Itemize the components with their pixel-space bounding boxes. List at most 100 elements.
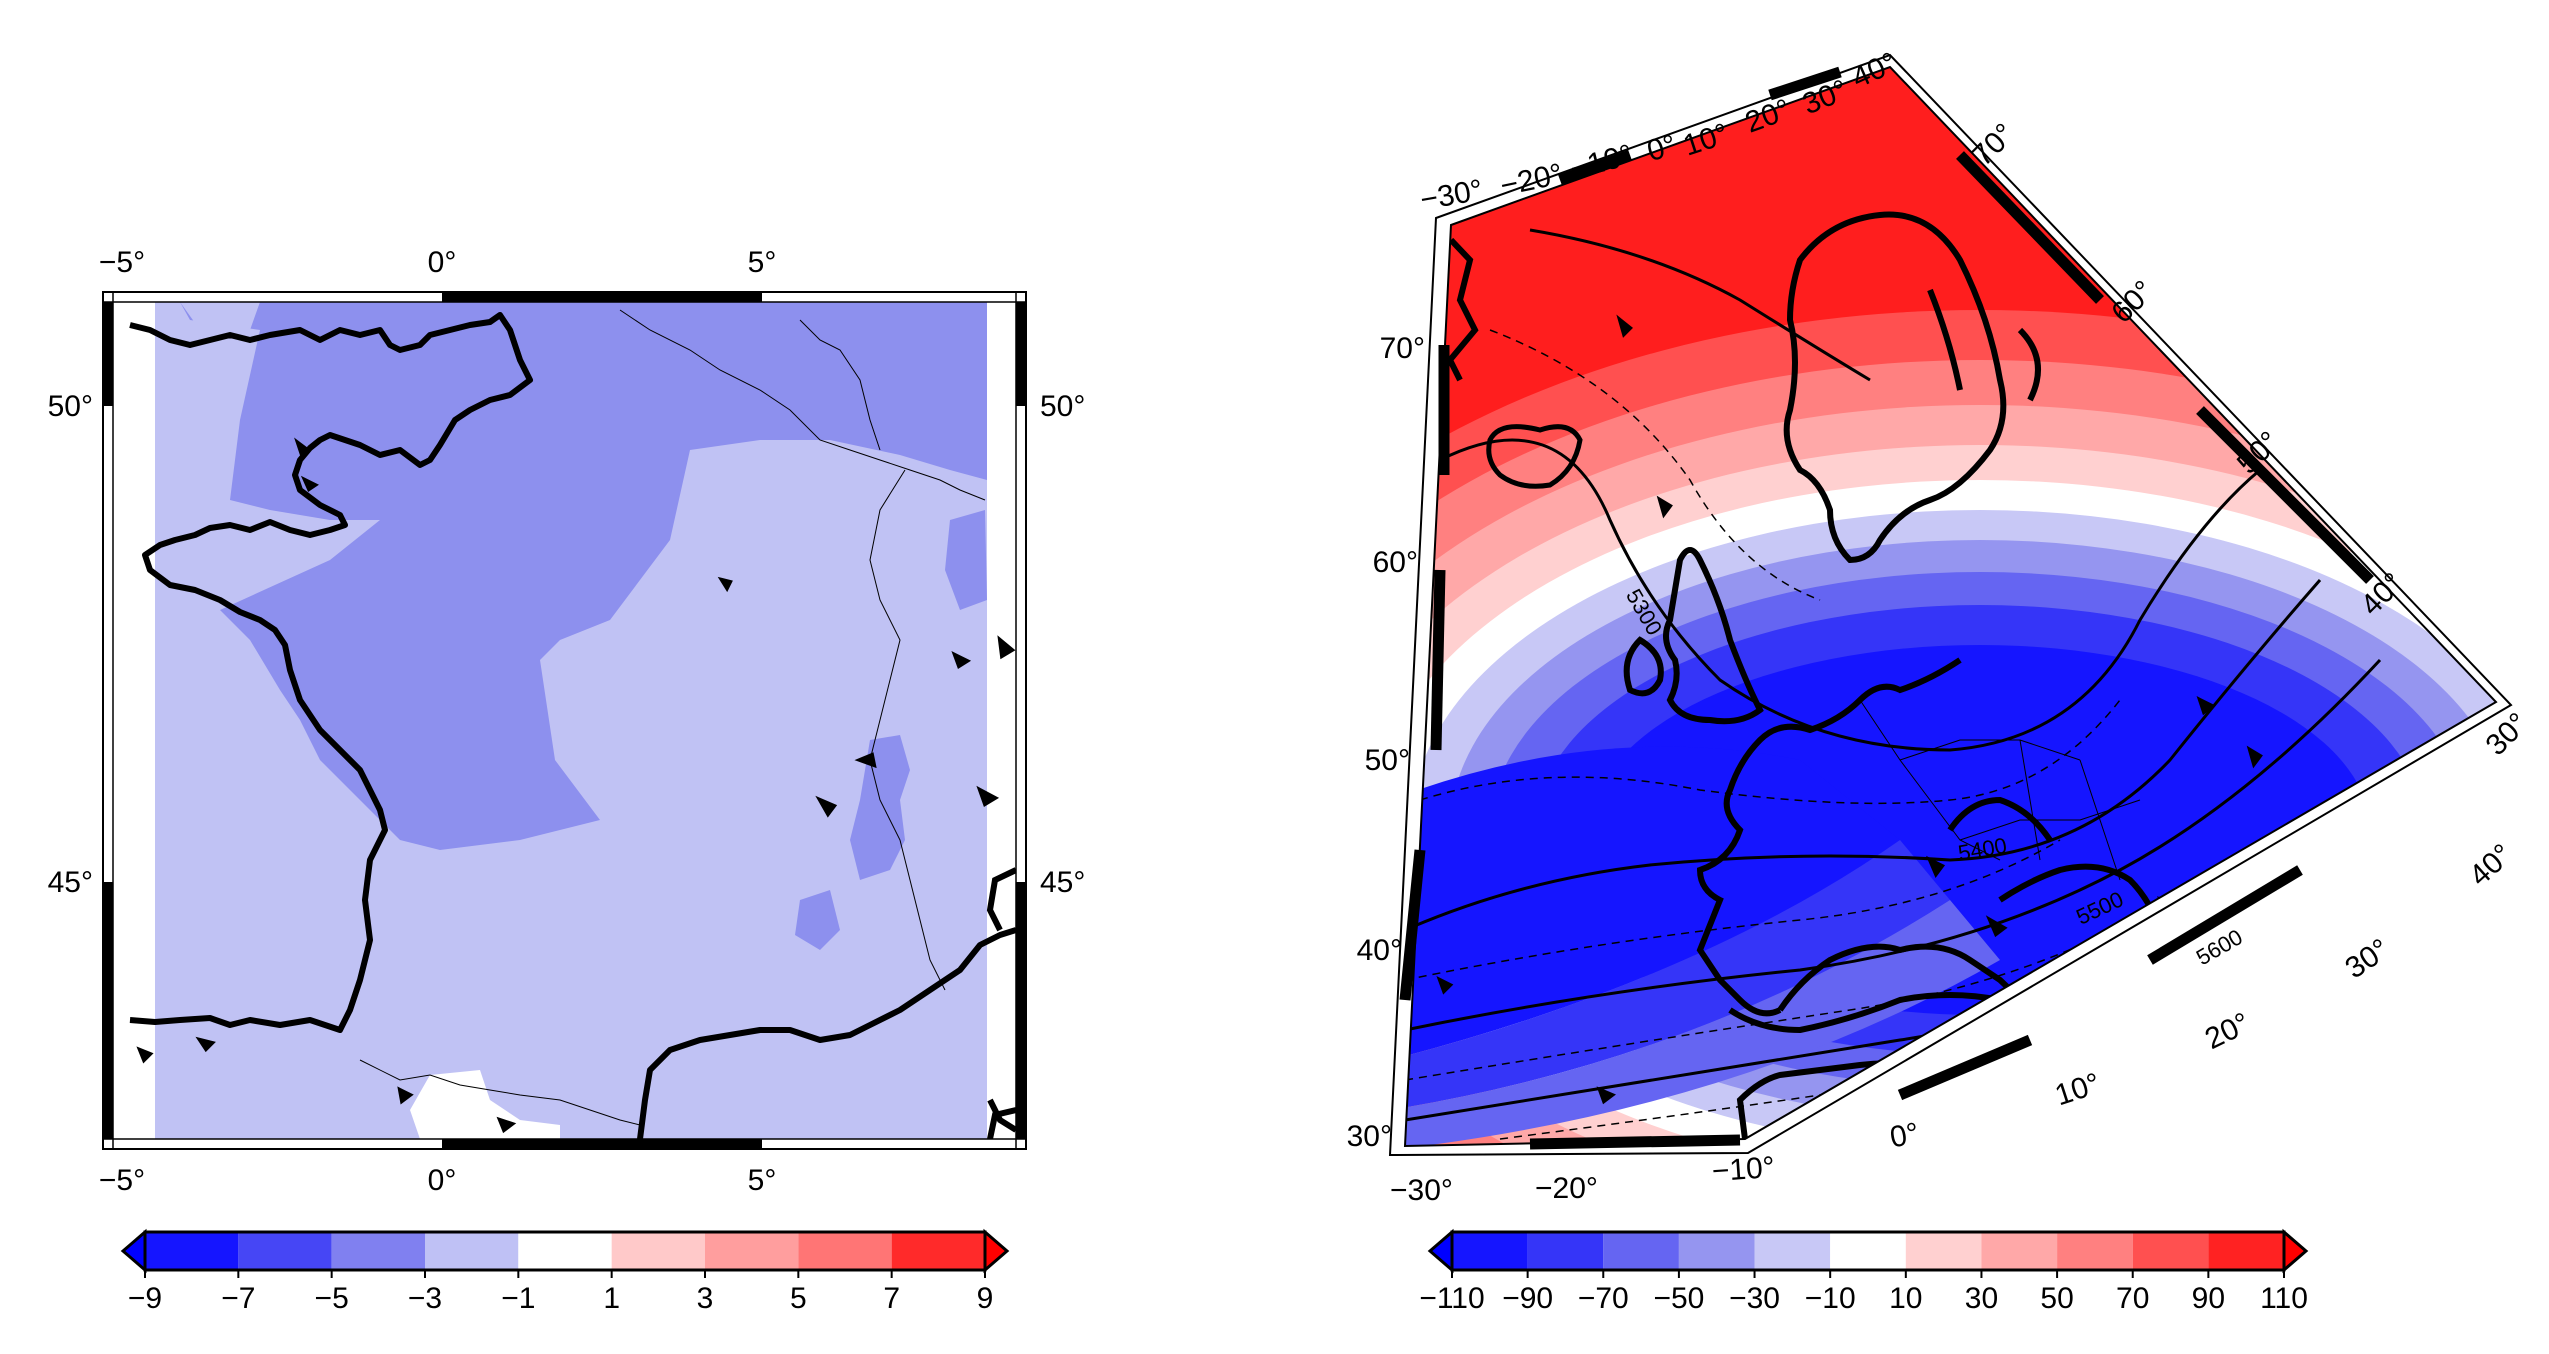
right-lat-label-left-0: 70° — [1380, 332, 1425, 365]
left-colorbar-label-3: −3 — [408, 1282, 442, 1315]
right-colorbar-swatch-3 — [1678, 1232, 1755, 1270]
right-lon-label-bottom-2: −10° — [1711, 1151, 1776, 1188]
left-lon-label-top-1: 0° — [428, 246, 457, 279]
minus-three-patch-north — [180, 302, 260, 330]
left-lat-label-right-0: 50° — [1040, 390, 1085, 423]
near-zero-patch-pyrenees — [410, 1070, 560, 1139]
right-colorbar-label-5: −10 — [1805, 1282, 1856, 1315]
right-colorbar: −110 −90 −70 −50 −30 −10 10 30 50 70 90 110 — [1419, 1228, 2309, 1315]
left-colorbar-label-1: −7 — [221, 1282, 255, 1315]
right-map-frame-ticks — [1399, 66, 2374, 1150]
right-colorbar-swatch-1 — [1527, 1232, 1604, 1270]
left-coast-extra — [986, 867, 1016, 1139]
minus-five-region — [180, 302, 987, 850]
right-colorbar-under-triangle — [1427, 1228, 1454, 1274]
left-colorbar-swatch-5 — [611, 1232, 705, 1270]
right-map-field — [1405, 67, 2496, 1146]
left-lat-label-left-0: 50° — [48, 390, 93, 423]
left-map-frame-ticks — [102, 291, 1027, 1150]
left-colorbar-swatch-4 — [518, 1232, 612, 1270]
contour-5500 — [1405, 658, 2382, 1032]
right-colorbar-label-11: 110 — [2260, 1282, 2308, 1315]
minus-five-patch-east — [850, 735, 910, 880]
left-coastline-med — [637, 927, 1016, 1139]
contour-5200-north — [1529, 228, 1871, 382]
left-colorbar-label-7: 5 — [790, 1282, 807, 1315]
left-colorbar-swatch-1 — [238, 1232, 332, 1270]
right-colorbar-label-2: −70 — [1578, 1282, 1629, 1315]
left-colorbar-label-4: −1 — [501, 1282, 535, 1315]
right-colorbar-swatch-8 — [2057, 1232, 2133, 1270]
right-coastline-continent — [1696, 657, 2163, 1017]
right-colorbar-swatch-7 — [1981, 1232, 2058, 1270]
right-colorbar-swatch-9 — [2132, 1232, 2209, 1270]
left-lon-label-top-2: 5° — [748, 246, 777, 279]
right-lon-label-bottom-4: 10° — [2051, 1067, 2104, 1112]
right-colorbar-label-9: 70 — [2116, 1282, 2149, 1315]
europe-map: 70° 60° 50° 40° 30° −30° −20° −10° 0° 10… — [1347, 46, 2535, 1207]
left-lon-label-bottom-2: 5° — [748, 1164, 777, 1197]
left-coastline — [129, 312, 533, 1033]
left-colorbar-swatch-8 — [891, 1232, 985, 1270]
left-colorbar-under-triangle — [120, 1228, 147, 1274]
right-colorbar-label-4: −30 — [1729, 1282, 1780, 1315]
left-border-lines — [359, 309, 986, 1126]
right-colorbar-over-triangle — [2282, 1228, 2309, 1274]
left-colorbar-label-0: −9 — [128, 1282, 162, 1315]
left-colorbar-swatch-6 — [705, 1232, 799, 1270]
left-colorbar-label-9: 9 — [977, 1282, 994, 1315]
south-east-band-pink2 — [2300, 780, 2496, 1040]
right-lon-label-bottom-3: 0° — [1887, 1117, 1921, 1154]
right-colorbar-swatch-0 — [1452, 1232, 1528, 1270]
minus-five-patch-jura — [945, 510, 987, 610]
right-colorbar-swatch-4 — [1754, 1232, 1831, 1270]
left-colorbar-swatch-3 — [425, 1232, 519, 1270]
left-islands — [136, 437, 1016, 1134]
france-map: −5° 0° 5° −5° 0° 5° 50° 45° 50° 45° — [48, 246, 1086, 1197]
trough-extension — [1405, 746, 1900, 1060]
right-border-lines — [1859, 699, 2141, 881]
right-lat-label-left-1: 60° — [1373, 546, 1418, 579]
right-colorbar-label-3: −50 — [1653, 1282, 1704, 1315]
right-colorbar-label-1: −90 — [1502, 1282, 1553, 1315]
right-colorbar-label-10: 90 — [2192, 1282, 2225, 1315]
right-lon-label-bottom-5: 20° — [2200, 1006, 2255, 1056]
minus-five-patch-alps — [795, 890, 840, 950]
left-colorbar-swatch-2 — [331, 1232, 425, 1270]
left-colorbar-swatch-7 — [798, 1232, 892, 1270]
right-coastline-british-isles — [1623, 547, 1764, 725]
right-coastline-scandinavia — [1783, 211, 2041, 564]
right-lat-label-left-4: 30° — [1347, 1120, 1392, 1153]
right-colorbar-label-8: 50 — [2040, 1282, 2073, 1315]
right-colorbar-swatch-6 — [1905, 1232, 1982, 1270]
right-colorbar-swatch-2 — [1603, 1232, 1679, 1270]
right-lon-label-top-0: −30° — [1418, 174, 1486, 217]
right-coastline-iceland — [1486, 424, 1583, 489]
left-colorbar: −9 −7 −5 −3 −1 1 3 5 7 9 — [120, 1228, 1010, 1315]
right-lon-label-bottom-1: −20° — [1535, 1172, 1598, 1205]
right-lon-label-bottom-0: −30° — [1390, 1174, 1453, 1207]
right-colorbar-swatch-5 — [1830, 1232, 1906, 1270]
left-lat-label-left-1: 45° — [48, 866, 93, 899]
left-coast-corsica-edge — [987, 1098, 1016, 1133]
right-coastline-greenland — [1446, 237, 1479, 382]
right-colorbar-label-7: 30 — [1965, 1282, 1998, 1315]
contour-5300 — [1439, 438, 2261, 752]
right-lat-label-right-4: 30° — [2479, 707, 2534, 762]
contour-5400 — [1405, 579, 2322, 932]
right-lon-label-bottom-6: 30° — [2339, 933, 2395, 986]
right-colorbar-label-6: 10 — [1889, 1282, 1922, 1315]
right-lon-label-bottom-7: 40° — [2463, 838, 2519, 893]
left-colorbar-label-5: 1 — [603, 1282, 620, 1315]
left-lon-label-bottom-0: −5° — [99, 1164, 145, 1197]
left-map-field — [113, 302, 1016, 1139]
trough-extension-edge — [1405, 840, 1950, 1110]
left-colorbar-label-2: −5 — [315, 1282, 349, 1315]
left-colorbar-label-8: 7 — [883, 1282, 900, 1315]
left-lon-label-bottom-1: 0° — [428, 1164, 457, 1197]
left-colorbar-swatch-0 — [145, 1232, 239, 1270]
right-colorbar-label-0: −110 — [1419, 1282, 1484, 1315]
right-colorbar-swatch-10 — [2208, 1232, 2284, 1270]
right-map-frame-inner — [1403, 65, 2498, 1148]
